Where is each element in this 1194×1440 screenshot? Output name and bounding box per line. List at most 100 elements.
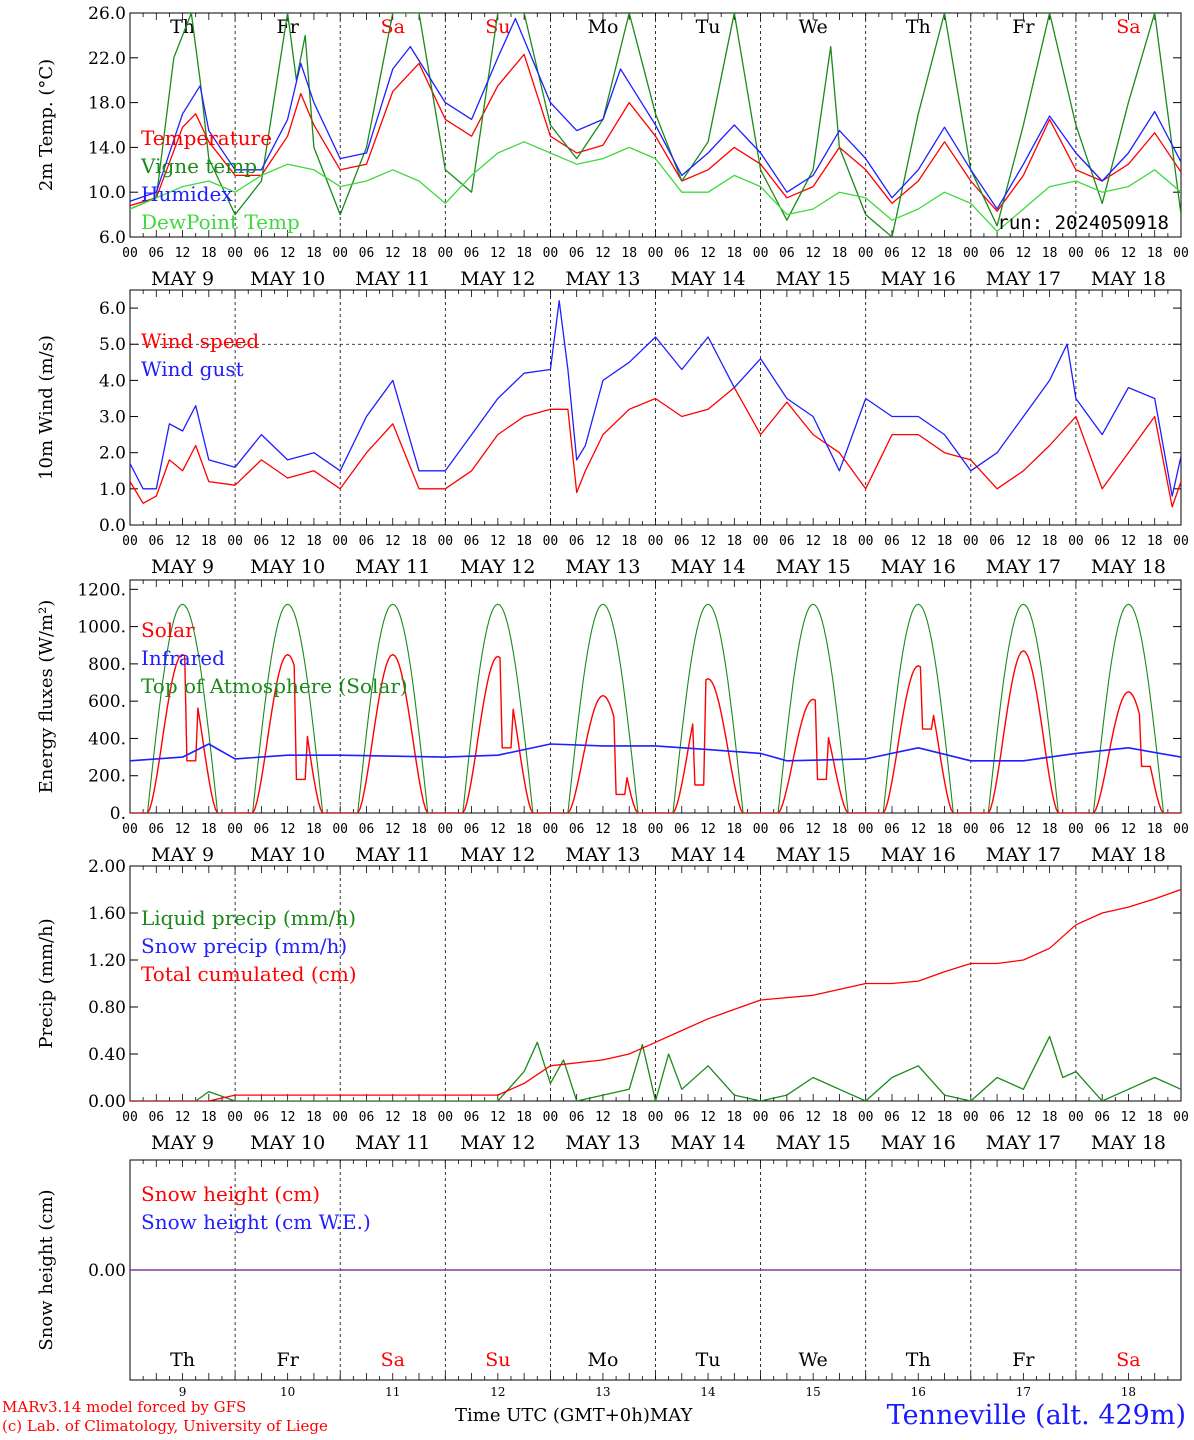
hour-label: 06 [359, 822, 375, 837]
weekday-label: Su [485, 1349, 510, 1371]
hour-label: 12 [385, 534, 401, 549]
hour-label: 00 [963, 246, 979, 261]
legend-entry: Wind speed [141, 329, 259, 353]
date-label: MAY 14 [670, 268, 745, 290]
hour-label: 00 [332, 246, 348, 261]
weekday-label: Fr [277, 16, 300, 38]
hour-label: 06 [254, 822, 270, 837]
weekday-label: Mo [587, 16, 618, 38]
date-label: MAY 18 [1091, 1132, 1166, 1154]
hour-label: 06 [148, 534, 164, 549]
hour-label: 12 [1121, 1110, 1137, 1125]
day-number: 13 [595, 1385, 610, 1399]
hour-label: 18 [832, 534, 848, 549]
panel-5: 0.00 Snow height (cm) Th Fr Sa Su Mo Tu We Th Fr Sa… [36, 1159, 1182, 1399]
hour-label: 18 [1042, 534, 1058, 549]
series-line-3 [130, 17, 1181, 210]
credit-line-2: (c) Lab. of Climatology, University of L… [2, 1417, 328, 1435]
hour-label: 18 [937, 246, 953, 261]
hour-label: 06 [254, 1110, 270, 1125]
hour-label: 00 [227, 534, 243, 549]
hour-label: 00 [1173, 246, 1189, 261]
legend-entry: Liquid precip (mm/h) [141, 906, 356, 930]
y-tick-label: 18.0 [88, 94, 126, 114]
day-number: 18 [1121, 1385, 1136, 1399]
hour-label: 12 [910, 534, 926, 549]
date-label: MAY 10 [250, 844, 325, 866]
y-tick-label: 0. [110, 804, 126, 824]
hour-label: 06 [148, 1110, 164, 1125]
hour-label: 00 [332, 822, 348, 837]
date-label: MAY 9 [151, 1132, 214, 1154]
hour-label: 12 [700, 1110, 716, 1125]
hour-label: 18 [1147, 1110, 1163, 1125]
hour-label: 12 [175, 246, 191, 261]
day-number: 10 [280, 1385, 295, 1399]
series-line-1 [130, 53, 1181, 212]
hour-label: 06 [884, 1110, 900, 1125]
date-label: MAY 13 [565, 556, 640, 578]
hour-label: 12 [700, 534, 716, 549]
hour-label: 06 [464, 822, 480, 837]
date-label: MAY 12 [460, 556, 535, 578]
time-label: Time UTC (GMT+0h) [455, 1405, 650, 1426]
hour-label: 06 [884, 534, 900, 549]
weekday-label: Sa [381, 16, 405, 38]
hour-label: 12 [280, 1110, 296, 1125]
date-label: MAY 12 [460, 268, 535, 290]
hour-label: 06 [569, 1110, 585, 1125]
weekday-label: Th [170, 16, 195, 38]
hour-label: 00 [543, 822, 559, 837]
hour-label: 18 [516, 534, 532, 549]
hour-label: 06 [464, 246, 480, 261]
y-tick-label: 1200. [77, 580, 126, 600]
y-tick-label: 0.40 [88, 1045, 126, 1065]
date-label: MAY 15 [776, 1132, 851, 1154]
hour-label: 00 [122, 822, 138, 837]
y-tick-label: 3.0 [99, 408, 126, 428]
date-label: MAY 18 [1091, 844, 1166, 866]
day-number: 15 [806, 1385, 821, 1399]
hour-label: 00 [122, 534, 138, 549]
hour-label: 06 [989, 822, 1005, 837]
date-label: MAY 11 [355, 268, 430, 290]
date-label: MAY 15 [776, 268, 851, 290]
hour-label: 06 [779, 534, 795, 549]
hour-label: 12 [385, 246, 401, 261]
series-line-solar [130, 650, 1181, 813]
hour-label: 06 [148, 822, 164, 837]
hour-label: 00 [1173, 534, 1189, 549]
hour-label: 12 [490, 246, 506, 261]
hour-label: 00 [1068, 822, 1084, 837]
hour-label: 00 [543, 534, 559, 549]
weekday-label: Fr [277, 1349, 300, 1371]
day-number: 12 [490, 1385, 505, 1399]
hour-label: 18 [411, 246, 427, 261]
hour-label: 06 [884, 822, 900, 837]
hour-label: 00 [753, 1110, 769, 1125]
date-label: MAY 16 [881, 556, 956, 578]
hour-label: 06 [254, 534, 270, 549]
legend-entry: Humidex [141, 182, 233, 206]
hour-label: 00 [122, 246, 138, 261]
hour-label: 12 [385, 1110, 401, 1125]
y-tick-label: 1000. [77, 618, 126, 638]
hour-label: 06 [779, 246, 795, 261]
y-tick-label: 0.80 [88, 998, 126, 1018]
date-label: MAY 11 [355, 844, 430, 866]
hour-label: 12 [1016, 1110, 1032, 1125]
date-label: MAY 14 [670, 1132, 745, 1154]
hour-label: 00 [753, 822, 769, 837]
hour-label: 18 [937, 534, 953, 549]
hour-label: 18 [1147, 822, 1163, 837]
legend-entry: Wind gust [141, 357, 244, 381]
hour-label: 00 [963, 822, 979, 837]
hour-label: 06 [359, 534, 375, 549]
date-label: MAY 10 [250, 556, 325, 578]
date-label: MAY 12 [460, 844, 535, 866]
date-label: MAY 14 [670, 844, 745, 866]
y-tick-label: 4.0 [99, 371, 126, 391]
hour-label: 12 [595, 246, 611, 261]
date-label: MAY 11 [355, 556, 430, 578]
